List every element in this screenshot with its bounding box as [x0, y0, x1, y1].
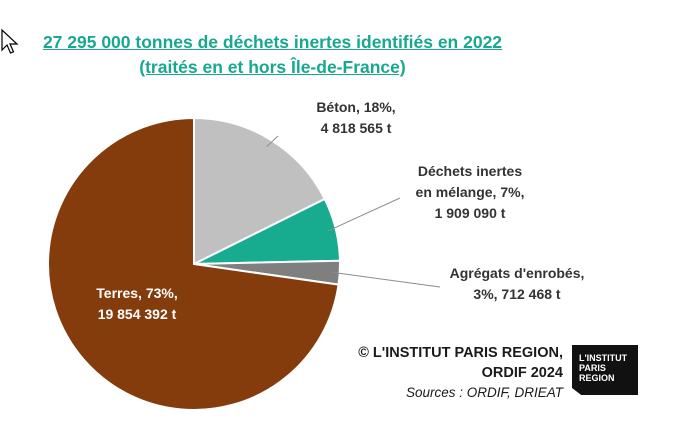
slice-label: Déchets inertes en mélange, 7%, 1 909 090 … [416, 163, 525, 221]
slice-label: Béton, 18%, 4 818 565 t [316, 99, 395, 136]
title-line-2: (traités en et hors Île-de-France) [139, 57, 406, 77]
credit-line-2: ORDIF 2024 [481, 365, 563, 381]
slice-label-line: Déchets inertes [418, 163, 522, 179]
slice-label-line: Terres, 73%, [96, 285, 177, 301]
slice-label-line: Agrégats d'enrobés, [450, 265, 585, 281]
slice-label-line: 1 909 090 t [435, 205, 506, 221]
pie-slice-terres [47, 116, 340, 411]
slice-label-line: 19 854 392 t [98, 306, 177, 322]
leader-line [331, 271, 441, 288]
sources-text: Sources : ORDIF, DRIEAT [405, 385, 563, 400]
cursor-icon [1, 28, 19, 54]
credit-line-1: © L'INSTITUT PARIS REGION, [358, 345, 563, 361]
slice-label: Agrégats d'enrobés, 3%, 712 468 t [450, 265, 585, 302]
copyright-credit: © L'INSTITUT PARIS REGION, ORDIF 2024 So… [330, 343, 563, 403]
slice-label-line: en mélange, 7%, [416, 184, 525, 200]
slice-label: Terres, 73%, 19 854 392 t [96, 285, 177, 322]
leader-lines [266, 135, 441, 288]
title-line-1: 27 295 000 tonnes de déchets inertes ide… [42, 32, 503, 52]
slice-label-line: Béton, 18%, [316, 99, 395, 115]
institut-logo: L'INSTITUT PARIS REGION [572, 345, 638, 395]
pie-slice-b-ton [193, 116, 327, 266]
slice-label-line: 3%, 712 468 t [473, 286, 561, 302]
leader-line [266, 135, 279, 148]
slice-label-line: 4 818 565 t [321, 120, 392, 136]
slice-labels: Béton, 18%, 4 818 565 t Déchets inertes en … [96, 99, 584, 322]
pie-slices [47, 116, 341, 411]
logo-line-3: REGION [579, 373, 615, 383]
logo-line-2: PARIS [579, 363, 606, 373]
logo-line-1: L'INSTITUT [579, 353, 628, 363]
leader-line [327, 197, 401, 232]
chart-title: 27 295 000 tonnes de déchets inertes ide… [20, 30, 525, 80]
